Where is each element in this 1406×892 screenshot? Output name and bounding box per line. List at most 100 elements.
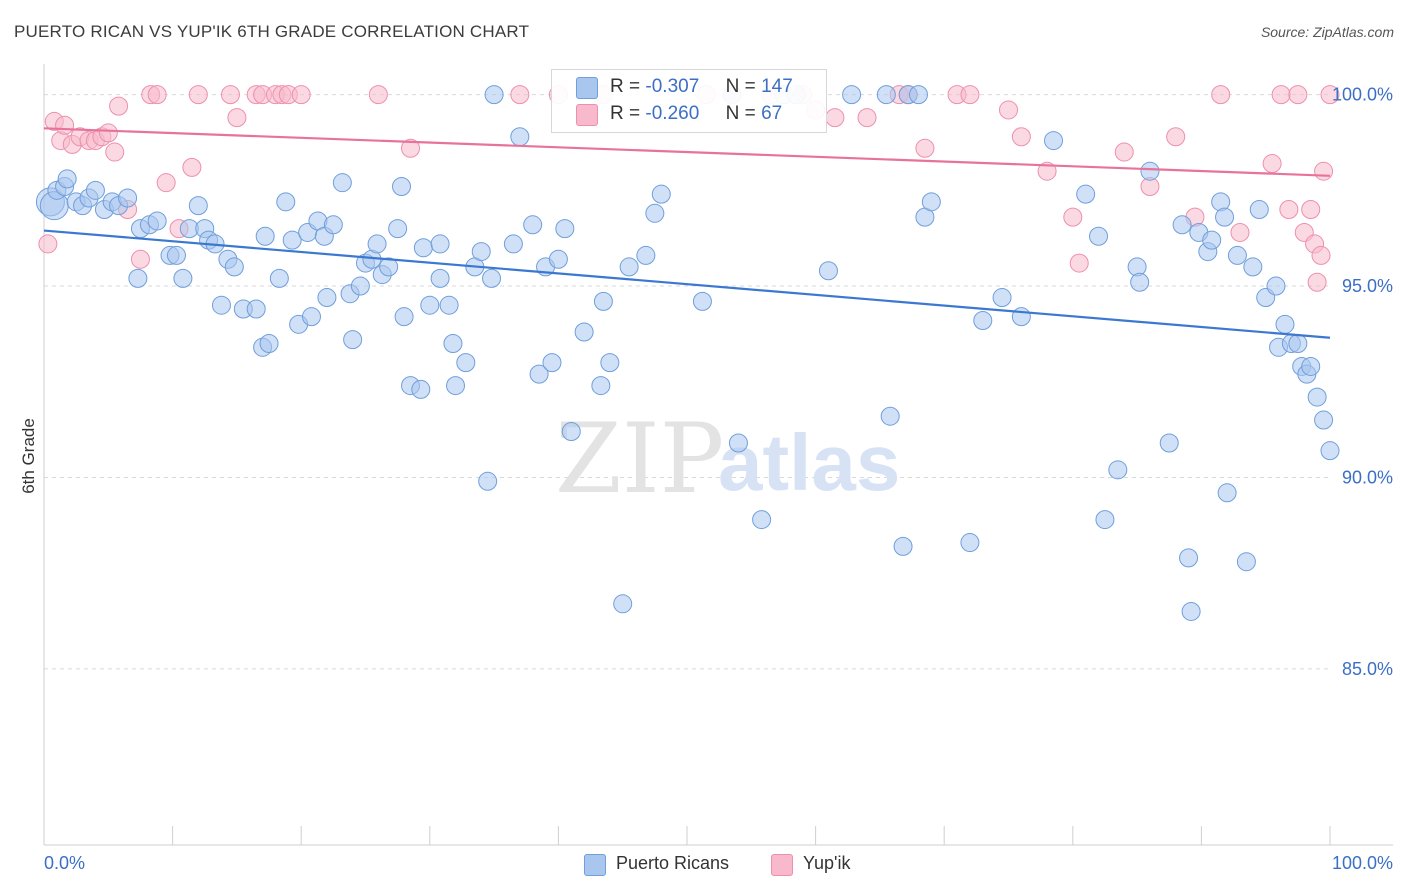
legend-r-label: R = [610,76,641,97]
data-point [343,330,363,350]
data-point [1011,127,1031,147]
data-point [211,295,231,315]
data-point [1311,245,1331,265]
data-point [973,311,993,331]
data-point [1288,85,1308,105]
gridlines [44,94,1330,670]
data-point [128,268,148,288]
chart-title: PUERTO RICAN VS YUP'IK 6TH GRADE CORRELA… [14,22,530,41]
data-point [1114,142,1134,162]
data-point [876,85,896,105]
y-tick-label: 85.0% [1342,659,1393,679]
data-point [420,295,440,315]
data-point [842,85,862,105]
bottom-legend-label: Puerto Ricans [616,853,730,873]
data-point [510,127,530,147]
data-point [1130,272,1150,292]
legend-swatch-blue [576,77,598,99]
bottom-legend-label: Yup'ik [803,853,851,873]
legend-r-value: -0.307 [645,76,700,97]
legend-n-label: N = [725,76,756,97]
data-point [1095,510,1115,530]
trend-line [43,229,1331,339]
data-point [394,307,414,327]
data-point [593,291,613,311]
data-point [156,173,176,193]
data-point [1227,245,1247,265]
data-point [1230,222,1250,242]
data-point [591,376,611,396]
legend-n-label: N = [725,103,756,124]
data-point [411,379,431,399]
correlation-legend: R = -0.307 N = 147 R = -0.260 N = 67 [551,69,827,133]
data-point [1249,199,1269,219]
data-point [401,138,421,158]
data-point [555,219,575,239]
data-point [1089,226,1109,246]
data-point [1108,460,1128,480]
data-point [1211,85,1231,105]
data-point [379,257,399,277]
data-point [482,268,502,288]
data-point [1140,161,1160,181]
data-point [1215,207,1235,227]
data-point [147,211,167,231]
data-point [85,180,105,200]
data-point [368,85,388,105]
data-point [484,85,504,105]
data-point [636,245,656,265]
data-point [430,268,450,288]
source-label: Source: ZipAtlas.com [1260,24,1394,40]
data-point [367,234,387,254]
y-tick-label: 90.0% [1342,467,1393,487]
data-point [323,215,343,235]
data-point [188,85,208,105]
data-point [752,510,772,530]
legend-n-value: 67 [761,103,783,124]
bottom-swatch-blue [584,854,606,876]
data-point [1217,483,1237,503]
legend-r-label: R = [610,103,641,124]
data-point [1044,131,1064,151]
data-point [574,322,594,342]
data-point [1320,85,1340,105]
data-point [57,169,77,189]
data-point [188,196,208,216]
data-point [613,594,633,614]
data-point [1314,410,1334,430]
data-point [561,422,581,442]
data-point [728,433,748,453]
data-point [301,307,321,327]
bottom-swatch-pink [771,854,793,876]
data-point [893,536,913,556]
data-point [388,219,408,239]
data-point [1314,161,1334,181]
data-point [291,85,311,105]
data-point [1181,601,1201,621]
data-point [1037,161,1057,181]
data-point [276,192,296,212]
data-point [220,85,240,105]
data-point [456,353,476,373]
legend-r-value: -0.260 [645,103,700,124]
data-point [224,257,244,277]
data-point [246,299,266,319]
data-point [332,173,352,193]
data-point [529,364,549,384]
data-point [857,108,877,128]
data-point [173,268,193,288]
data-point [98,123,118,143]
data-point [255,226,275,246]
data-point [317,288,337,308]
x-tick-label: 0.0% [44,853,85,873]
data-point [1320,441,1340,461]
data-point [960,85,980,105]
data-point [38,234,58,254]
data-point [921,192,941,212]
data-point [999,100,1018,120]
data-point [651,184,671,204]
data-point [1063,207,1083,227]
data-point [413,238,433,258]
data-point [1179,548,1199,568]
